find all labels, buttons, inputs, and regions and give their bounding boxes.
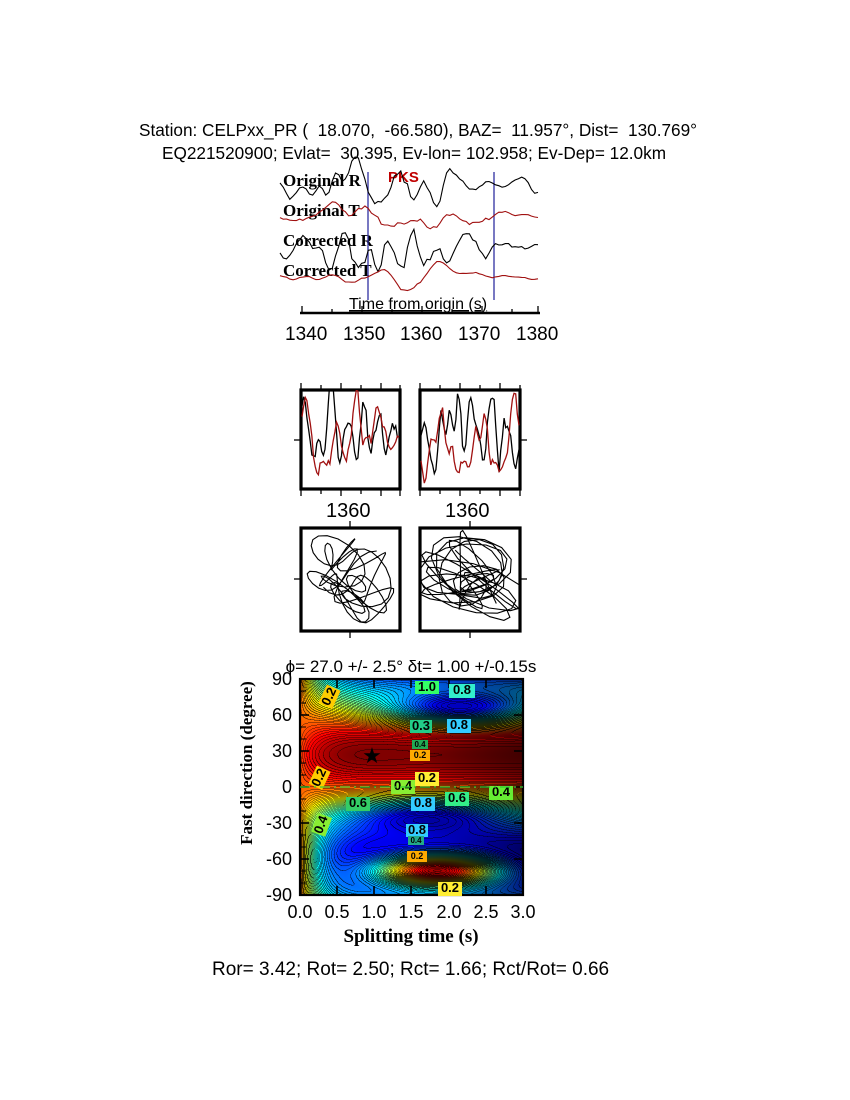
svg-text:Original R: Original R [283,171,362,190]
svg-text:Time from origin (s): Time from origin (s) [349,296,487,313]
svg-text:1360: 1360 [326,500,371,522]
svg-text:Corrected R: Corrected R [283,231,374,250]
svg-text:1350: 1350 [343,324,385,345]
svg-text:Corrected T: Corrected T [283,261,372,280]
svg-text:1340: 1340 [285,324,327,345]
svg-text:1380: 1380 [516,324,558,345]
svg-text:1370: 1370 [458,324,500,345]
svg-text:1360: 1360 [400,324,442,345]
svg-text:1360: 1360 [445,500,490,522]
